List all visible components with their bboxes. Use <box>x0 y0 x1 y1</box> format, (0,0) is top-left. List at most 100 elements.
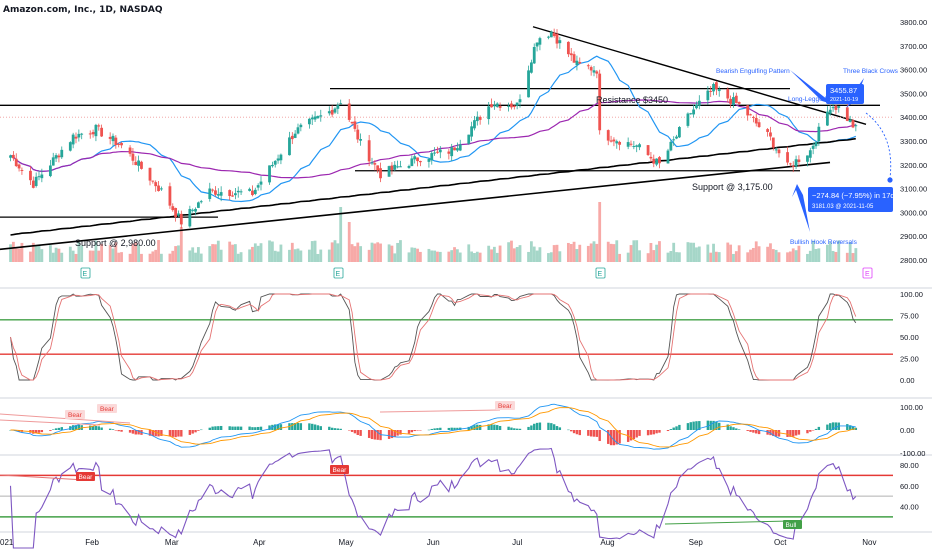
volume-bar <box>453 247 456 262</box>
price-tick-label: 3400.00 <box>900 113 927 122</box>
volume-bar <box>77 240 81 262</box>
volume-bar <box>299 250 303 262</box>
volume-bar <box>100 243 104 262</box>
macd-hist-bar <box>399 430 402 435</box>
volume-bar <box>732 253 735 262</box>
macd-hist-bar <box>513 428 516 430</box>
volume-bar <box>154 249 158 262</box>
volume-bar <box>695 247 698 262</box>
volume-bar <box>473 253 476 262</box>
macd-hist-bar <box>572 430 576 434</box>
candle-body <box>159 188 163 190</box>
volume-bar <box>259 243 263 262</box>
macd-hist-bar <box>550 423 553 430</box>
candle-body <box>774 149 778 151</box>
macd-hist-bar <box>646 430 650 436</box>
macd-divergence-line <box>0 413 131 424</box>
macd-bear-tag <box>97 404 117 413</box>
macd-hist-bar <box>319 426 322 430</box>
candle-body <box>598 73 602 131</box>
volume-bar <box>216 240 220 262</box>
volume-bar <box>788 251 792 262</box>
candle-body <box>387 166 391 177</box>
candle-body <box>393 164 397 170</box>
volume-bar <box>658 241 661 262</box>
macd-hist-bar <box>755 430 758 434</box>
volume-bar <box>128 253 132 262</box>
volume-bar <box>677 252 681 262</box>
candle-body <box>239 191 243 193</box>
candle-body <box>769 132 772 137</box>
candle-body <box>535 42 539 47</box>
volume-bar <box>194 252 197 262</box>
macd-bear-label: Bear <box>100 406 115 413</box>
macd-hist-bar <box>669 429 673 430</box>
macd-hist-bar <box>100 427 103 430</box>
macd-hist-bar <box>74 425 78 430</box>
volume-bar <box>387 244 391 262</box>
volume-bar <box>609 243 613 262</box>
candle-body <box>737 102 741 104</box>
macd-hist-bar <box>746 430 749 431</box>
candle-body <box>111 135 115 142</box>
volume-bar <box>80 245 84 262</box>
macd-hist-bar <box>128 430 132 433</box>
macd-hist-bar <box>177 430 180 437</box>
macd-hist-bar <box>228 426 231 430</box>
macd-hist-bar <box>60 427 63 430</box>
time-tick-label: Jul <box>512 538 522 547</box>
macd-hist-bar <box>490 424 493 430</box>
time-tick-label: 021 <box>0 538 14 547</box>
candle-body <box>675 136 678 139</box>
candle-body <box>515 102 519 106</box>
volume-bar <box>427 248 431 262</box>
candle-body <box>552 32 556 37</box>
candle-body <box>529 62 533 73</box>
volume-bar <box>717 252 721 262</box>
volume-bar <box>17 248 21 262</box>
volume-bar <box>313 240 317 262</box>
macd-hist-bar <box>313 424 317 430</box>
candle-body <box>467 134 471 144</box>
macd-hist-bar <box>40 430 44 433</box>
macd-hist-bar <box>296 422 300 430</box>
candle-body <box>518 99 522 103</box>
candle-body <box>527 70 530 98</box>
candle-body <box>168 186 172 206</box>
volume-bar <box>279 244 283 262</box>
candle-body <box>626 142 630 147</box>
candle-body <box>507 105 511 107</box>
candle-body <box>635 145 639 147</box>
volume-bar <box>37 245 41 262</box>
macd-hist-bar <box>52 429 55 430</box>
volume-bar <box>831 250 835 262</box>
macd-hist-bar <box>507 426 510 430</box>
macd-hist-bar <box>518 428 522 430</box>
volume-bar <box>276 251 280 262</box>
volume-bar <box>336 243 340 262</box>
volume-bar <box>754 241 758 262</box>
macd-hist-bar <box>774 430 778 437</box>
macd-hist-bar <box>612 430 616 446</box>
macd-hist-bar <box>194 430 197 433</box>
candle-body <box>48 165 52 177</box>
macd-hist-bar <box>792 430 795 437</box>
candle-body <box>595 71 599 74</box>
candle-body <box>766 129 770 132</box>
candle-body <box>80 133 84 135</box>
volume-bar <box>140 253 143 262</box>
candle-body <box>606 130 610 141</box>
annotation-bullish-hook: Bullish Hook Reversals <box>790 239 858 246</box>
rsi-line <box>9 447 857 549</box>
candle-body <box>547 36 550 38</box>
volume-bar <box>487 245 491 262</box>
rsi-tag <box>783 520 802 529</box>
macd-hist-bar <box>37 430 41 433</box>
volume-bar <box>729 244 733 262</box>
volume-bar <box>433 250 437 262</box>
macd-hist-bar <box>350 430 354 432</box>
annotation-support-2980: Support @ 2,980.00 <box>75 238 156 248</box>
candle-body <box>373 163 377 165</box>
price-tick-label: 3100.00 <box>900 185 927 194</box>
candle-body <box>430 153 434 161</box>
